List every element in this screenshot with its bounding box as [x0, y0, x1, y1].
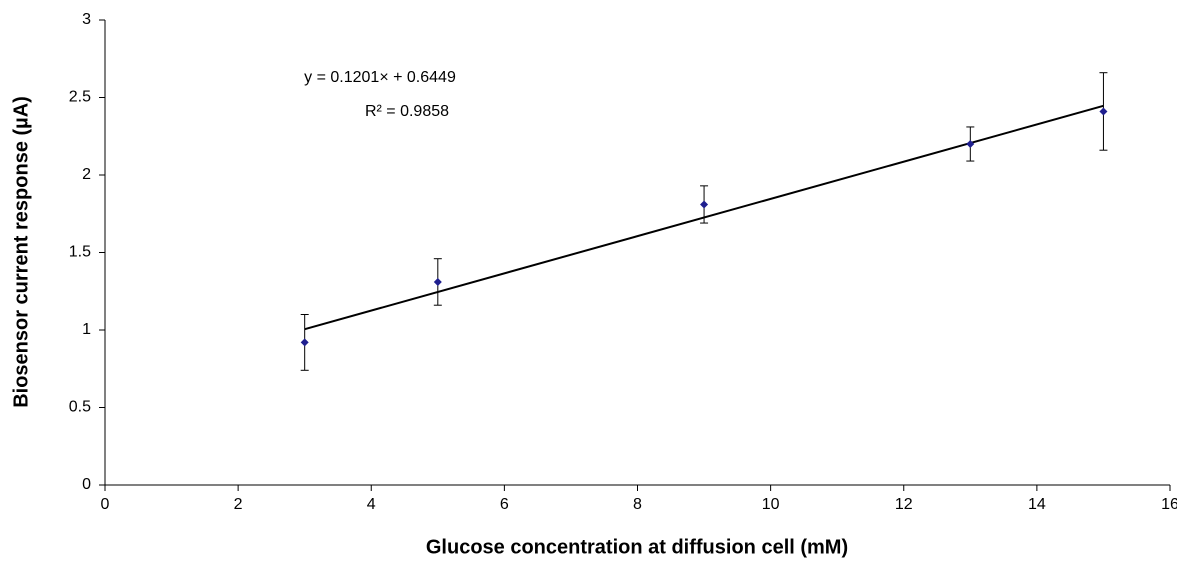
y-tick-label: 1 [82, 321, 91, 338]
y-tick-label: 2.5 [69, 89, 91, 106]
data-point [1099, 107, 1108, 116]
x-tick-label: 6 [500, 496, 509, 513]
x-axis-title: Glucose concentration at diffusion cell … [426, 536, 848, 558]
data-point [300, 338, 309, 347]
y-axis-title: Biosensor current response (µA) [10, 96, 32, 408]
x-tick-label: 8 [633, 496, 642, 513]
y-tick-label: 0 [82, 476, 91, 493]
data-point [966, 140, 975, 148]
x-tick-label: 16 [1161, 496, 1177, 513]
x-tick-label: 14 [1028, 496, 1046, 513]
x-tick-label: 4 [367, 496, 376, 513]
data-point [700, 200, 709, 209]
trend-r-squared: R² = 0.9858 [365, 103, 449, 120]
x-tick-label: 0 [101, 496, 110, 513]
y-tick-label: 1.5 [69, 244, 91, 261]
data-point [433, 277, 442, 286]
x-tick-label: 2 [234, 496, 243, 513]
x-tick-label: 10 [762, 496, 780, 513]
y-tick-label: 3 [82, 11, 91, 28]
y-tick-label: 0.5 [69, 399, 91, 416]
trend-equation: y = 0.1201× + 0.6449 [304, 69, 456, 86]
y-tick-label: 2 [82, 166, 91, 183]
x-tick-label: 12 [895, 496, 913, 513]
